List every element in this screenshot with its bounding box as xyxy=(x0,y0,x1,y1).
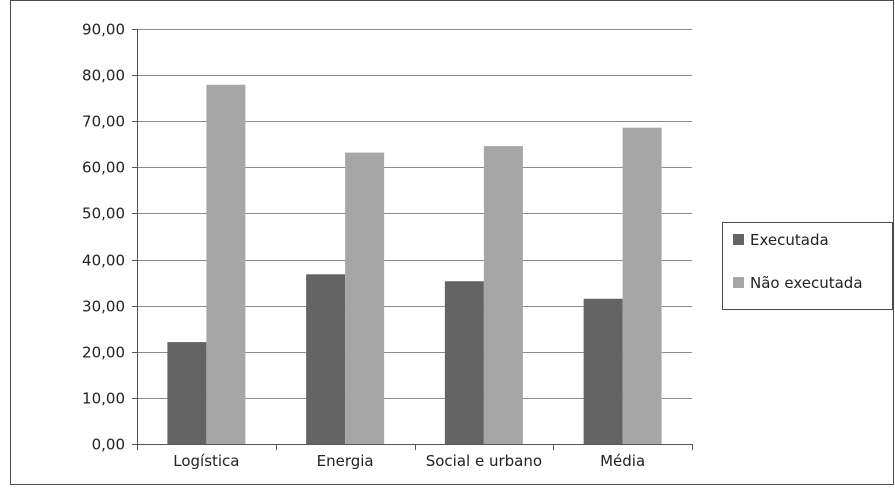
y-tick-label: 50,00 xyxy=(82,205,125,223)
legend-swatch xyxy=(733,234,744,245)
y-tick-label: 40,00 xyxy=(82,252,125,270)
legend: Executada Não executada xyxy=(733,231,863,292)
y-tick-label: 90,00 xyxy=(82,21,125,39)
y-tick-label: 70,00 xyxy=(82,113,125,131)
bar xyxy=(483,146,523,444)
bar xyxy=(167,342,207,444)
x-category-label: Social e urbano xyxy=(426,452,542,470)
y-axis-ticks: 0,00 10,00 20,00 30,00 40,00 50,00 60,00 70,00 8… xyxy=(82,21,137,454)
bar xyxy=(444,281,484,444)
x-category-label: Logística xyxy=(173,452,239,470)
y-tick-label: 80,00 xyxy=(82,67,125,85)
y-tick-label: 30,00 xyxy=(82,298,125,316)
x-axis-labels: Logística Energia Social e urbano Média xyxy=(173,452,645,470)
bars xyxy=(167,84,662,445)
legend-label: Não executada xyxy=(750,274,863,292)
x-category-label: Média xyxy=(600,452,645,470)
axes xyxy=(137,29,693,450)
y-tick-label: 0,00 xyxy=(92,436,125,454)
legend-label: Executada xyxy=(750,231,829,249)
y-tick-label: 60,00 xyxy=(82,159,125,177)
bar xyxy=(622,127,662,444)
y-tick-label: 20,00 xyxy=(82,344,125,362)
legend-swatch xyxy=(733,277,744,288)
bar xyxy=(345,152,385,445)
y-tick-label: 10,00 xyxy=(82,390,125,408)
legend-box xyxy=(722,222,893,310)
x-category-label: Energia xyxy=(317,452,374,470)
bar xyxy=(206,84,246,445)
bar xyxy=(306,274,346,444)
bar xyxy=(583,298,623,444)
